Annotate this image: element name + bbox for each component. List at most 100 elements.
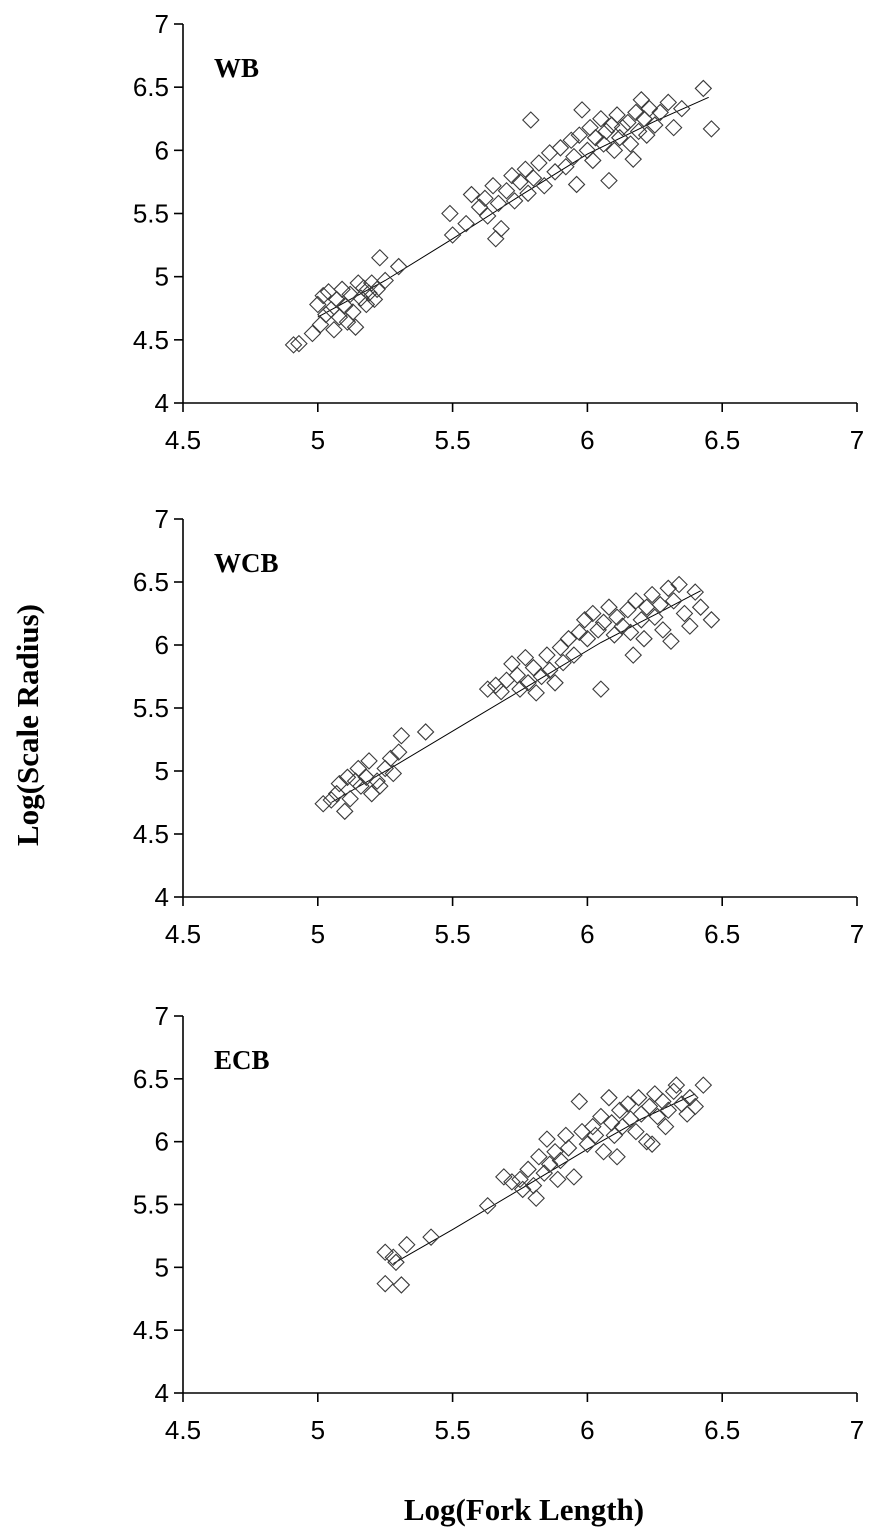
data-point [319,283,338,301]
data-point [497,181,516,200]
data-point [632,611,651,629]
data-point [540,1155,559,1174]
data-point [314,286,332,305]
y-tick-label: 6 [155,630,169,660]
data-point [341,789,359,808]
data-point [619,600,637,619]
data-point [365,290,384,309]
data-point [443,226,462,244]
data-point [621,135,640,153]
data-point [486,676,505,695]
data-point [522,111,540,129]
data-point [656,1117,675,1136]
data-point [570,623,589,642]
data-point [654,621,672,639]
data-point [389,257,408,276]
data-point [600,598,618,616]
data-point [527,1189,545,1207]
data-point [659,1101,678,1120]
data-point [384,1248,403,1267]
data-point [565,1168,583,1186]
data-point [524,658,543,677]
y-tick-label: 6 [155,1127,169,1157]
data-point [376,1274,394,1293]
data-point [635,629,653,648]
data-point [333,280,351,299]
data-point [586,128,605,147]
data-point [570,126,589,144]
data-point [646,608,664,627]
data-point [664,592,683,610]
data-point [640,1097,659,1116]
data-point [478,1196,497,1215]
x-tick-label: 7 [850,919,864,949]
data-point [594,613,613,632]
scatter-panel-wcb: 4 4.5 5 5.5 6 6.5 7 4.5 5 5.5 6 6.5 7 WCB [133,504,864,949]
data-point [619,113,637,132]
data-point [346,772,365,790]
data-point [624,150,643,168]
data-point [352,289,370,307]
x-tick-label: 5 [311,425,325,455]
data-point [457,214,475,233]
data-point [497,671,516,690]
data-point [527,684,545,702]
data-point [610,1101,629,1120]
data-point [551,638,570,657]
data-point [605,626,624,644]
data-point [584,604,602,623]
data-point [578,629,597,648]
data-point [532,667,551,686]
y-tick-label: 4.5 [133,325,169,355]
data-point [691,598,710,616]
y-tick-label: 4 [155,882,169,912]
data-point [554,653,572,672]
x-tick-label: 5 [311,919,325,949]
data-point [681,1088,699,1107]
data-point [478,207,497,225]
y-tick-label: 5 [155,756,169,786]
y-tick-label: 5.5 [133,693,169,723]
data-point [632,1105,651,1123]
data-point [511,1170,529,1189]
data-point [651,595,669,614]
data-point [322,791,341,809]
data-point [516,160,535,179]
data-point [360,284,378,302]
data-point [594,1142,613,1161]
y-tick-label: 5 [155,262,169,292]
x-tick-label: 6.5 [704,425,740,455]
y-tick-label: 4 [155,1378,169,1408]
data-point [505,192,524,210]
data-point [495,1168,513,1186]
data-point [613,617,632,635]
data-point [516,648,535,667]
data-point [349,759,368,778]
data-point [548,1170,567,1189]
y-tick-label: 7 [155,504,169,534]
data-point [535,1164,554,1182]
data-point [662,632,680,650]
data-point [565,646,583,664]
data-point [368,280,386,299]
data-point [462,185,481,204]
x-tick-label: 5.5 [435,919,471,949]
data-point [368,772,386,790]
x-tick-label: 6 [580,1415,594,1445]
data-point [384,764,403,783]
data-point [492,682,510,701]
data-point [530,154,548,172]
data-point [314,794,332,813]
y-tick-label: 4.5 [133,819,169,849]
data-point [511,680,529,698]
data-point [338,768,357,787]
data-point [584,151,602,170]
data-point [570,1092,589,1111]
data-point [346,318,365,336]
data-point [503,1173,521,1191]
data-point [605,141,624,160]
data-point [371,777,389,795]
data-point [559,1139,578,1157]
data-point [519,1160,537,1179]
